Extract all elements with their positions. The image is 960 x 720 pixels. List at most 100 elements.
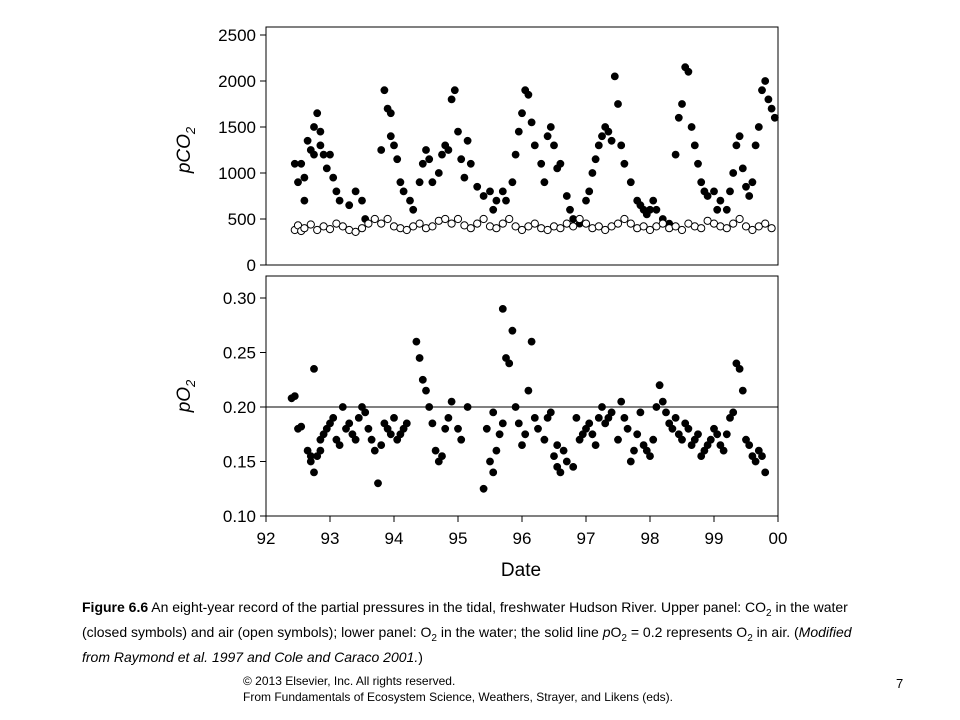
water-point (508, 326, 517, 335)
air-point (325, 225, 335, 234)
water-point (310, 364, 318, 373)
air-point (306, 220, 315, 229)
water-point (514, 127, 523, 136)
water-point (738, 164, 747, 173)
water-point (418, 159, 427, 168)
water-point (738, 386, 747, 395)
water-point (710, 187, 718, 196)
lower-axes: 0.10 0.15 0.20 0.25 0.30 92 93 94 95 96 97 98 99 00 (223, 289, 788, 548)
water-point (505, 359, 514, 368)
water-point (492, 446, 501, 455)
upper-y-tick-label: 1000 (218, 164, 256, 183)
copyright-credits: © 2013 Elsevier, Inc. All rights reserve… (243, 673, 673, 705)
water-point (441, 424, 450, 433)
air-point (453, 214, 463, 224)
water-point (630, 446, 638, 455)
water-point (591, 155, 600, 164)
air-point (466, 224, 475, 233)
water-point (684, 424, 693, 433)
water-point (614, 435, 622, 444)
water-point (562, 457, 571, 466)
air-point (543, 225, 552, 235)
upper-y-axis: 0 500 1000 1500 2000 2500 (218, 26, 266, 275)
water-point (428, 178, 437, 187)
water-point (754, 123, 763, 131)
water-point (745, 192, 754, 200)
figure-caption: Figure 6.6 An eight-year record of the p… (82, 599, 852, 665)
water-point (767, 104, 776, 113)
water-point (674, 113, 683, 122)
water-point (559, 446, 568, 455)
water-point (313, 109, 322, 118)
air-point (594, 222, 603, 231)
air-point (671, 222, 680, 231)
upper-y-axis-label: pCO2 (174, 126, 198, 174)
water-point (438, 452, 446, 460)
water-point (598, 132, 606, 141)
water-point (572, 413, 581, 422)
water-point (297, 422, 306, 431)
water-point (386, 430, 395, 439)
water-point (399, 187, 408, 196)
water-point (415, 178, 424, 187)
air-point (677, 225, 687, 235)
air-point (530, 219, 539, 228)
air-point (658, 219, 667, 228)
source-line: From Fundamentals of Ecosystem Science, … (243, 690, 673, 704)
air-point (383, 214, 392, 224)
water-point (694, 430, 702, 439)
water-point (636, 408, 645, 417)
air-point (556, 224, 565, 233)
water-point (758, 452, 766, 460)
figure-label: Figure 6.6 (82, 599, 149, 615)
air-point (697, 224, 706, 233)
air-point (505, 214, 514, 224)
water-point (316, 141, 325, 150)
water-point (377, 146, 386, 154)
air-point (741, 222, 751, 231)
water-point (713, 430, 722, 439)
water-point (316, 446, 325, 455)
water-point (716, 196, 725, 205)
upper-y-tick-label: 1500 (218, 118, 256, 137)
air-point (441, 214, 450, 224)
lower-panel: 0.10 0.15 0.20 0.25 0.30 92 93 94 95 96 97 98 99 00 p… (174, 275, 788, 581)
air-point (479, 214, 488, 224)
water-point (409, 205, 418, 214)
water-point (649, 196, 658, 205)
water-point (607, 136, 616, 145)
air-point (415, 219, 424, 228)
water-point (486, 187, 494, 196)
water-point (495, 430, 504, 439)
water-point (543, 132, 552, 141)
water-point (764, 95, 773, 104)
water-point (460, 173, 469, 182)
air-point (761, 219, 770, 228)
air-point (511, 222, 520, 231)
water-point (614, 100, 622, 108)
water-point (294, 178, 302, 187)
x-tick-label: 93 (321, 529, 340, 548)
water-point (502, 196, 510, 205)
air-point (517, 225, 527, 235)
air-point (402, 225, 411, 235)
water-point (524, 90, 533, 99)
water-point (310, 123, 318, 131)
water-point (540, 178, 549, 187)
upper-y-tick-label: 0 (247, 256, 256, 275)
water-point (626, 457, 635, 466)
water-point (604, 127, 613, 136)
water-point (610, 72, 619, 81)
water-point (633, 430, 642, 439)
water-point (623, 424, 632, 433)
water-point (329, 173, 338, 182)
water-point (556, 468, 565, 477)
water-point (735, 132, 744, 141)
air-point (364, 219, 373, 228)
air-point (748, 225, 757, 235)
water-point (719, 446, 728, 455)
water-point (310, 468, 318, 477)
air-point (767, 224, 776, 233)
air-point (492, 224, 501, 233)
water-point (486, 457, 494, 466)
